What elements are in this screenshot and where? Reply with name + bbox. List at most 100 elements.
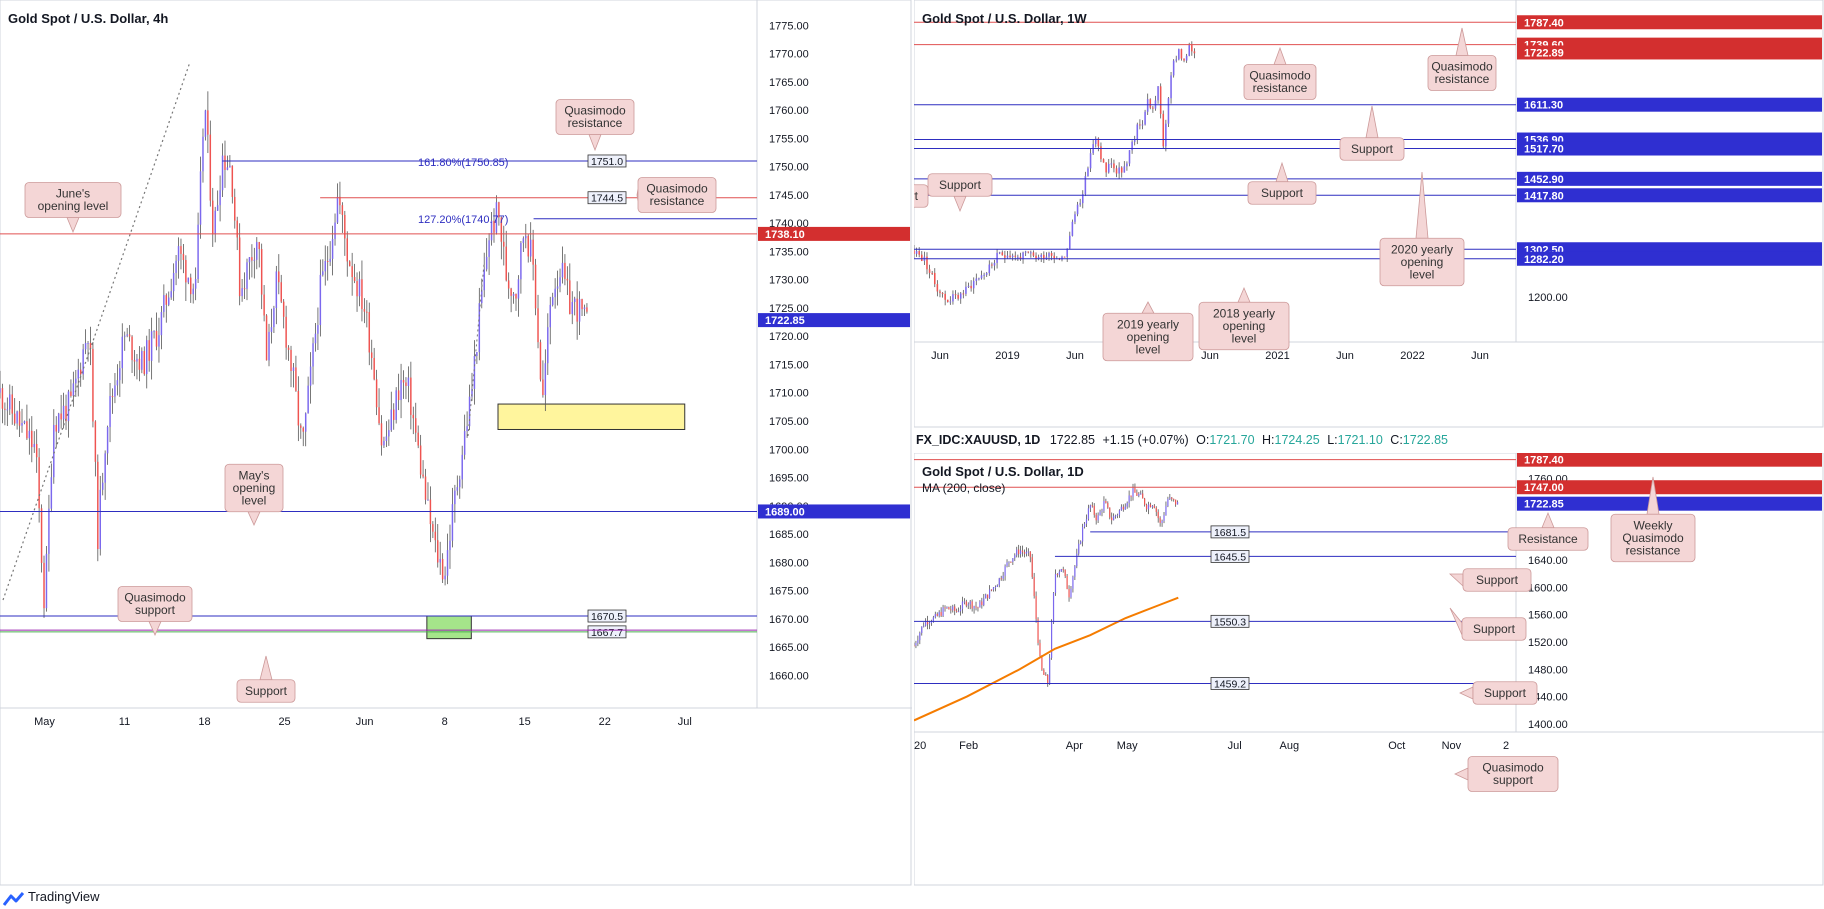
candle-body: [1035, 255, 1037, 259]
price-badge-label: 1738.10: [765, 229, 805, 241]
candle-body: [155, 330, 158, 347]
y-tick-label: 1660.00: [769, 670, 809, 682]
price-badge-label: 1417.80: [1524, 190, 1564, 202]
candle-body: [515, 293, 517, 299]
callout-box[interactable]: [1339, 137, 1405, 161]
callout-box[interactable]: [1102, 312, 1194, 362]
candle-body: [136, 358, 138, 362]
tradingview-logo-icon: [3, 892, 25, 906]
x-tick-label: Apr: [1066, 740, 1083, 752]
candle-body: [1180, 49, 1183, 59]
candle-body: [104, 453, 106, 483]
candle-body: [965, 286, 967, 294]
candle-body: [16, 411, 18, 424]
callout-box[interactable]: [1427, 55, 1497, 91]
candle-body: [1176, 502, 1179, 505]
chart-title-1w: Gold Spot / U.S. Dollar, 1W: [922, 11, 1087, 26]
chart-panel-1d[interactable]: 1800.001760.001720.001680.001640.001600.…: [914, 453, 1824, 886]
candle-body: [1043, 669, 1045, 675]
callout-label: opening level: [38, 199, 109, 213]
callout-box[interactable]: [927, 173, 993, 197]
x-tick-label: May: [34, 716, 55, 728]
price-badge: [1517, 188, 1822, 203]
callout-box[interactable]: [1467, 756, 1559, 792]
y-tick-label: 1640.00: [1528, 555, 1568, 567]
candle-body: [468, 396, 471, 427]
callout-box[interactable]: [637, 177, 717, 213]
y-tick-label: 1520.00: [1528, 637, 1568, 649]
candle-body: [40, 508, 43, 563]
candle-body: [965, 601, 967, 606]
x-tick-label: 2021: [1265, 350, 1289, 362]
callout-pointer: [1275, 161, 1289, 183]
candle-body: [948, 607, 950, 610]
candle-body: [248, 257, 251, 263]
candle-body: [1165, 505, 1167, 516]
callout-box[interactable]: [1461, 617, 1527, 641]
candle-body: [1153, 505, 1155, 508]
y-tick-label: 1440.00: [1528, 692, 1568, 704]
callout-box[interactable]: [236, 679, 296, 703]
price-tag: [1210, 525, 1250, 539]
candle-body: [1126, 163, 1128, 167]
callout-box[interactable]: [1462, 568, 1532, 592]
candle-body: [1009, 255, 1011, 258]
callout-box[interactable]: [1507, 527, 1589, 551]
candle-body: [977, 607, 979, 609]
callout-box[interactable]: [1379, 237, 1465, 287]
candle-body: [561, 262, 564, 278]
chart-panel-4h[interactable]: 1775.00 1770.00 1765.00 1760.00 1755.00 1750.…: [0, 0, 912, 886]
candle-body: [556, 286, 559, 289]
callout-box[interactable]: [1610, 513, 1696, 563]
candle-body: [295, 367, 297, 391]
candle-body: [358, 279, 361, 297]
candle-body: [1030, 252, 1032, 254]
y-tick-label: 1670.00: [769, 614, 809, 626]
candle-body: [11, 394, 13, 414]
x-tick-label: 18: [198, 716, 210, 728]
chart-svg-4h[interactable]: 1775.00 1770.00 1765.00 1760.00 1755.00 1750.…: [0, 0, 912, 886]
callout-box[interactable]: [24, 182, 122, 218]
chart-svg-1d[interactable]: 1800.001760.001720.001680.001640.001600.…: [914, 453, 1824, 886]
callout-box[interactable]: [1472, 681, 1538, 705]
callout-pointer: [259, 655, 273, 681]
candle-body: [975, 278, 978, 281]
callout-pointer: [247, 511, 261, 526]
candle-body: [1165, 123, 1167, 147]
candle-body: [542, 379, 544, 396]
chart-panel-1w[interactable]: 1200.00Jun2019Jun2020Jun2021Jun2022Jun17…: [914, 0, 1824, 428]
callout-box[interactable]: [555, 99, 635, 135]
callout-box[interactable]: [914, 184, 929, 208]
candle-body: [586, 307, 588, 312]
callout-box[interactable]: [1247, 181, 1317, 205]
candle-body: [996, 252, 998, 263]
candle-body: [1087, 508, 1090, 520]
callout-label: level: [1136, 342, 1161, 356]
price-tag-label: 1670.5: [591, 611, 623, 623]
candle-body: [925, 620, 927, 626]
candle-body: [941, 292, 944, 294]
callout-box[interactable]: [1198, 301, 1290, 351]
candle-body: [38, 457, 40, 509]
candle-body: [583, 307, 586, 310]
callout-label: Quasimodo: [1249, 69, 1311, 83]
candle-body: [933, 272, 936, 285]
candle-body: [190, 277, 192, 295]
candle-body: [919, 633, 921, 641]
candle-body: [209, 134, 212, 201]
callout-box[interactable]: [117, 586, 193, 622]
chart-svg-1w[interactable]: 1200.00Jun2019Jun2020Jun2021Jun2022Jun17…: [914, 0, 1824, 428]
ma-legend: MA (200, close): [922, 481, 1006, 495]
candle-body: [148, 340, 150, 361]
candle-body: [21, 422, 23, 426]
candle-body: [1012, 558, 1014, 562]
callout-box[interactable]: [1243, 64, 1317, 100]
callout-box[interactable]: [224, 463, 284, 513]
x-tick-label: 25: [278, 716, 290, 728]
y-tick-label: 1710.00: [769, 388, 809, 400]
candle-body: [1089, 505, 1091, 509]
price-tag-label: 1459.2: [1214, 678, 1246, 690]
candle-body: [273, 308, 275, 328]
candle-body: [72, 383, 75, 396]
candle-body: [944, 293, 946, 300]
